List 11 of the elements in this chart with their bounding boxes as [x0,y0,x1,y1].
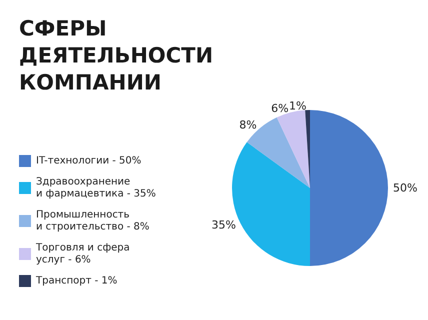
data-label: 6% [271,102,289,116]
legend-label: IT-технологии - 50% [36,156,142,166]
legend-label: Промышленность и строительство - 8% [36,210,150,232]
data-label: 1% [288,100,306,113]
legend-label: Здравоохранение и фармацевтика - 35% [36,176,156,200]
legend-label: Транспорт - 1% [35,276,118,286]
chart-title: СФЕРЫ ДЕЯТЕЛЬНОСТИ КОМПАНИИ [19,16,214,94]
data-label: 8% [239,118,257,132]
data-label: 35% [211,218,236,232]
data-label: 50% [393,182,418,194]
legend-label: Торговля и сфера услуг - 6% [35,242,130,266]
